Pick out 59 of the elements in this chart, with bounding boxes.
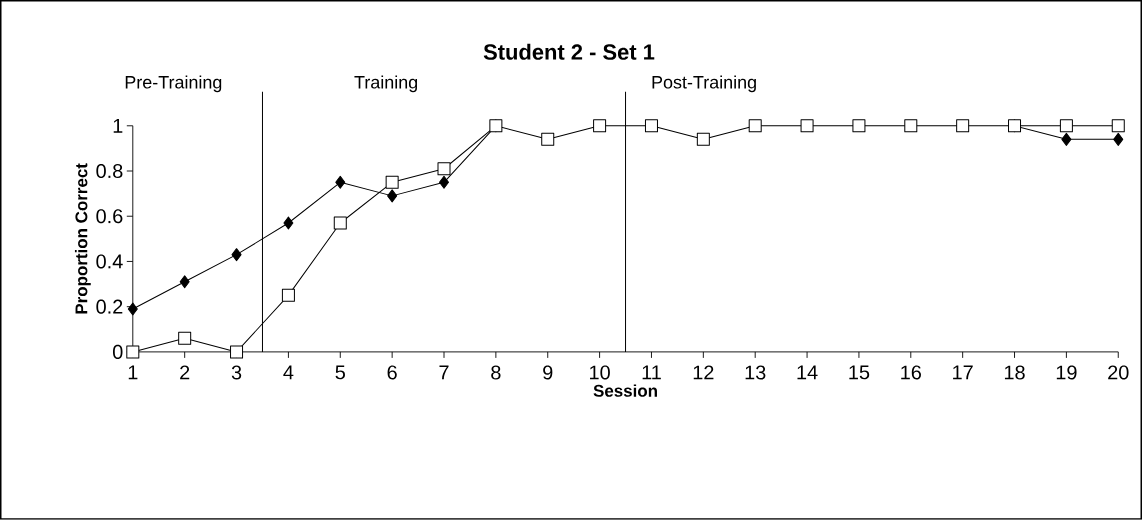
- point: [800, 119, 814, 133]
- point: [644, 119, 658, 133]
- point: [748, 119, 762, 133]
- point: [1111, 119, 1125, 133]
- point: [385, 175, 399, 189]
- x-tick-label: 1: [128, 365, 138, 380]
- point: [439, 175, 450, 189]
- point: [1059, 119, 1073, 133]
- point: [126, 345, 140, 359]
- text: Training: [354, 75, 418, 93]
- x-tick-label: 4: [283, 365, 294, 380]
- y-axis-title: Proportion Correct: [74, 163, 91, 314]
- point: [333, 216, 347, 230]
- x-tick-label: 13: [745, 365, 766, 380]
- x-tick-label: 5: [335, 365, 345, 380]
- point: [281, 289, 295, 303]
- point: [956, 119, 970, 133]
- point: [437, 162, 451, 176]
- x-tick-label: 11: [642, 365, 661, 380]
- y-tick-label: 0.2: [96, 299, 123, 314]
- y-tick-label: 0.6: [96, 209, 123, 224]
- point: [541, 133, 555, 146]
- text: Post-Training: [652, 75, 756, 93]
- point: [1113, 133, 1124, 146]
- point: [178, 331, 192, 345]
- point: [696, 133, 710, 146]
- x-tick-label: 20: [1108, 365, 1129, 380]
- chart-title: Student 2 - Set 1: [483, 43, 655, 60]
- x-tick-label: 12: [693, 365, 714, 380]
- y-tick-label: 0.8: [96, 164, 123, 179]
- y-tick-label: 0: [112, 344, 123, 360]
- x-tick-label: 10: [590, 365, 610, 380]
- x-axis-title: Session: [593, 384, 657, 397]
- x-tick-label: 15: [849, 365, 870, 380]
- x-tick-label: 3: [231, 365, 242, 380]
- x-tick-label: 16: [901, 365, 921, 380]
- x-tick-label: 18: [1004, 365, 1025, 380]
- x-tick-label: 17: [953, 365, 973, 380]
- y-tick-label: 0.4: [96, 254, 123, 269]
- point: [904, 119, 918, 133]
- point: [231, 248, 242, 262]
- point: [1061, 133, 1072, 146]
- point: [179, 275, 190, 289]
- text: Pre-Training: [125, 75, 222, 93]
- x-tick-label: 7: [439, 365, 449, 380]
- point: [127, 302, 138, 316]
- x-tick-label: 9: [543, 365, 553, 380]
- point: [593, 119, 607, 133]
- point: [283, 216, 294, 230]
- x-tick-label: 2: [180, 365, 190, 380]
- point: [387, 189, 398, 203]
- point: [230, 345, 244, 359]
- point: [852, 119, 866, 133]
- x-tick-label: 8: [491, 365, 501, 380]
- x-tick-label: 14: [797, 365, 818, 380]
- point: [335, 175, 346, 189]
- x-tick-label: 19: [1056, 365, 1077, 380]
- x-tick-label: 6: [387, 365, 397, 380]
- y-tick-label: 1: [113, 119, 123, 133]
